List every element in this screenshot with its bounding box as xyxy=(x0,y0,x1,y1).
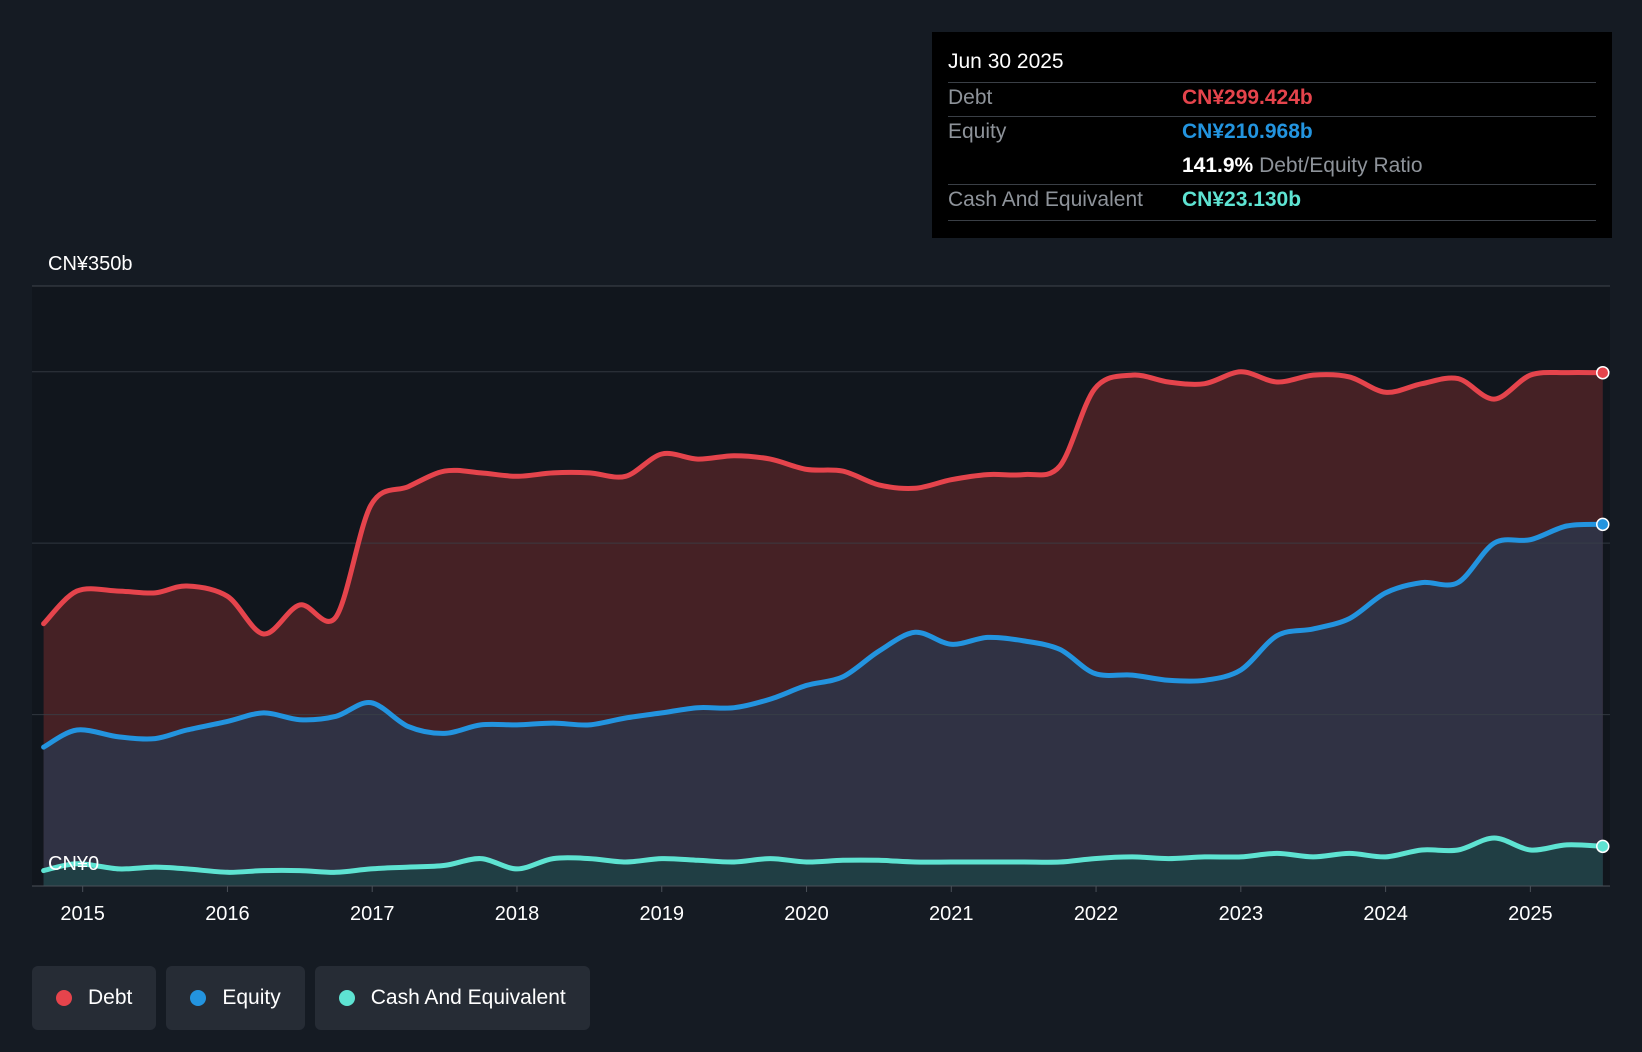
x-tick-label: 2019 xyxy=(640,903,685,925)
legend-item-equity[interactable]: Equity xyxy=(166,966,305,1030)
tooltip-divider xyxy=(948,220,1596,221)
tooltip-equity-value: CN¥210.968b xyxy=(1182,120,1313,143)
tooltip-date: Jun 30 2025 xyxy=(948,50,1064,73)
tooltip-equity-label: Equity xyxy=(948,120,1007,143)
series-line-equity xyxy=(41,521,1606,750)
y-axis-top-label: CN¥350b xyxy=(48,253,133,275)
tooltip-ratio: 141.9% Debt/Equity Ratio xyxy=(1182,154,1423,178)
tooltip-debt-value: CN¥299.424b xyxy=(1182,86,1313,109)
tooltip-debt-label: Debt xyxy=(948,86,993,109)
chart-legend: Debt Equity Cash And Equivalent xyxy=(32,966,590,1030)
series-line-debt xyxy=(41,369,1606,637)
series-line-cash-and-equivalent xyxy=(41,835,1606,875)
x-tick-label: 2020 xyxy=(784,903,829,925)
x-tick-label: 2016 xyxy=(205,903,250,925)
tooltip-ratio-value: 141.9% xyxy=(1182,154,1254,177)
tooltip-divider xyxy=(948,184,1596,185)
tooltip-ratio-label: Debt/Equity Ratio xyxy=(1259,154,1423,177)
tooltip-panel: Jun 30 2025 Debt CN¥299.424b Equity CN¥2… xyxy=(932,32,1612,238)
tooltip-divider xyxy=(948,82,1596,83)
tooltip-cash-value: CN¥23.130b xyxy=(1182,188,1302,211)
series-area-equity xyxy=(43,524,1603,886)
legend-item-debt[interactable]: Debt xyxy=(32,966,157,1030)
x-tick-label: 2024 xyxy=(1363,903,1408,925)
end-point-debt xyxy=(1596,365,1610,380)
legend-dot-icon xyxy=(56,990,72,1006)
x-tick-label: 2018 xyxy=(495,903,540,925)
legend-dot-icon xyxy=(338,990,355,1006)
legend-label-cash: Cash And Equivalent xyxy=(370,986,566,1009)
end-point-cash-and-equivalent xyxy=(1596,839,1610,854)
legend-dot-icon xyxy=(190,990,207,1006)
tooltip-cash-label: Cash And Equivalent xyxy=(948,188,1143,211)
x-tick-label: 2015 xyxy=(60,903,105,925)
x-tick-label: 2023 xyxy=(1219,903,1264,925)
x-tick-label: 2025 xyxy=(1508,903,1553,925)
end-point-equity xyxy=(1596,517,1610,532)
x-tick-label: 2021 xyxy=(929,903,974,925)
legend-label-debt: Debt xyxy=(88,986,133,1009)
legend-label-equity: Equity xyxy=(222,986,281,1009)
tooltip-divider xyxy=(948,116,1596,117)
x-tick-label: 2022 xyxy=(1074,903,1119,925)
legend-item-cash[interactable]: Cash And Equivalent xyxy=(314,966,590,1030)
y-axis-bottom-label: CN¥0 xyxy=(48,853,99,875)
x-tick-label: 2017 xyxy=(350,903,395,925)
